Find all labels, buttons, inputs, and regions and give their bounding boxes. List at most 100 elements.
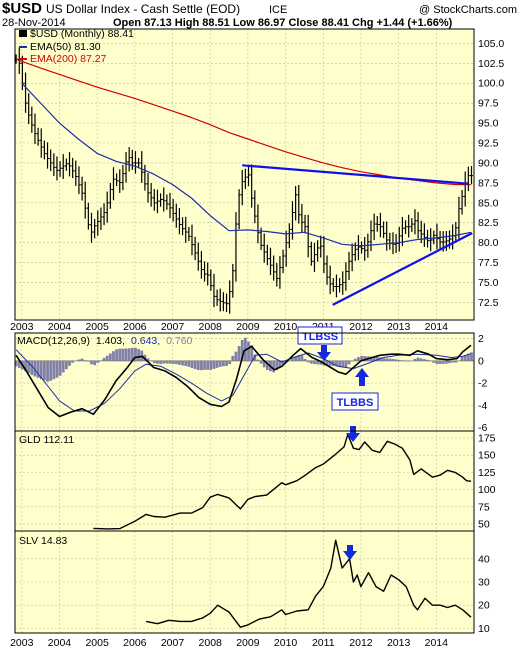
macd-histogram-bar: [303, 358, 307, 361]
ema200-legend-label: EMA(200) 87.27: [30, 53, 107, 65]
x-tick-label-top: 2003: [10, 321, 34, 333]
macd-histogram-bar: [306, 360, 310, 363]
price-bars: [14, 47, 473, 382]
macd-histogram-bar: [259, 360, 263, 364]
macd-histogram-bar: [341, 360, 345, 368]
y-tick-label: -2: [478, 378, 487, 390]
macd-histogram-bar: [410, 360, 414, 362]
macd-histogram-bar: [162, 360, 166, 364]
macd-histogram-bar: [130, 347, 134, 361]
macd-histogram-bar: [39, 360, 43, 380]
macd-histogram-bar: [196, 360, 200, 371]
macd-histogram-bar: [407, 360, 411, 362]
slv-panel-border: [14, 530, 475, 634]
macd-histogram-bar: [325, 360, 329, 366]
macd-histogram-bar: [146, 358, 150, 361]
y-tick-label: 87.5: [478, 177, 499, 189]
price-panel-border: [14, 28, 475, 321]
macd-histogram-bar: [466, 353, 470, 361]
macd-line: [15, 344, 472, 418]
macd-histogram-bar: [426, 359, 429, 361]
y-tick-label: 90.0: [478, 157, 499, 169]
x-tick-label-bottom: 2008: [199, 637, 223, 649]
trendline-0: [242, 164, 469, 185]
macd-legend-name: MACD(12,26,9): [17, 335, 90, 347]
y-tick-label: 77.5: [478, 257, 499, 269]
macd-histogram-bar: [118, 348, 122, 361]
y-tick-label: 82.5: [478, 217, 499, 229]
macd-histogram-bar: [391, 358, 395, 361]
macd-histogram-bar: [291, 358, 294, 361]
y-tick-label: 85.0: [478, 197, 499, 209]
macd-histogram-bar: [375, 357, 379, 361]
y-tick-label: 20: [478, 600, 490, 612]
axis-labels: 2003200320042004200520052006200620072007…: [10, 38, 504, 649]
macd-histogram-bar: [460, 357, 464, 361]
macd-histogram-bar: [313, 360, 316, 365]
x-tick-label-top: 2007: [161, 321, 185, 333]
y-tick-label: 125: [478, 467, 496, 479]
ema50-legend-label: EMA(50) 81.30: [30, 41, 101, 53]
x-tick-label-bottom: 2013: [387, 637, 411, 649]
macd-histogram-bar: [30, 360, 34, 375]
macd-histogram-bar: [338, 360, 341, 367]
macd-histogram-bar: [215, 360, 219, 368]
macd-histogram-bar: [400, 360, 404, 361]
macd-histogram-bar: [457, 360, 461, 361]
macd-histogram-bar: [275, 360, 279, 371]
macd-histogram-bar: [36, 360, 40, 378]
y-tick-label: 80.0: [478, 237, 499, 249]
macd-legend-signal: 0.643,: [131, 335, 160, 347]
y-tick-label: 72.5: [478, 297, 499, 309]
macd-histogram-bar: [404, 360, 407, 362]
macd-histogram-bar: [382, 358, 385, 361]
macd-signal-line: [15, 349, 472, 412]
macd-histogram-bar: [14, 360, 18, 367]
macd-histogram-bar: [372, 356, 376, 361]
macd-histogram-bar: [444, 360, 448, 364]
macd-histogram-bar: [350, 360, 354, 362]
macd-histogram-bar: [256, 359, 260, 361]
macd-histogram-bar: [416, 357, 420, 361]
macd-histogram-bar: [272, 360, 276, 373]
x-tick-label-top: 2012: [349, 321, 373, 333]
brand-text: @ StockCharts.com: [419, 4, 517, 16]
macd-histogram-bar: [357, 357, 360, 361]
macd-histogram-bar: [212, 360, 216, 369]
macd-histogram-bar: [209, 360, 213, 370]
macd-histogram-bar: [71, 360, 75, 363]
tlbbs-label-box: [331, 392, 379, 411]
macd-histogram-bar: [99, 360, 103, 361]
y-tick-label: 150: [478, 450, 496, 462]
macd-histogram-bar: [240, 339, 244, 361]
symbol-text: $USD: [2, 0, 42, 17]
macd-histogram-bar: [353, 358, 357, 361]
indicator-lines: [15, 58, 473, 628]
x-tick-label-bottom: 2011: [312, 637, 335, 649]
macd-histogram-bar: [237, 345, 241, 361]
macd-histogram-bar: [347, 360, 351, 365]
macd-histogram-bar: [90, 360, 93, 365]
y-tick-label: -6: [478, 422, 487, 434]
macd-histogram-bar: [74, 360, 78, 361]
macd-histogram-bar: [168, 360, 172, 364]
macd-histogram-bar: [93, 360, 97, 366]
x-tick-label-bottom: 2014: [425, 637, 449, 649]
tlbss-label: TLBSS: [302, 331, 338, 343]
y-tick-label: -4: [478, 400, 487, 412]
macd-histogram-bar: [193, 360, 197, 370]
x-tick-label-top: 2006: [123, 321, 147, 333]
macd-histogram-bar: [281, 360, 285, 365]
macd-histogram-bar: [46, 360, 49, 382]
macd-histogram-bar: [448, 360, 451, 364]
y-tick-label: 95.0: [478, 118, 499, 130]
macd-histogram-bar: [190, 360, 194, 369]
macd-histogram-bar: [77, 359, 81, 361]
macd-histogram-bar: [470, 352, 473, 361]
y-tick-label: 40: [478, 553, 490, 565]
ema50-line: [21, 82, 472, 247]
macd-histogram-bar: [463, 355, 467, 361]
gld-panel: [15, 431, 474, 531]
macd-histogram-bar: [451, 360, 455, 363]
